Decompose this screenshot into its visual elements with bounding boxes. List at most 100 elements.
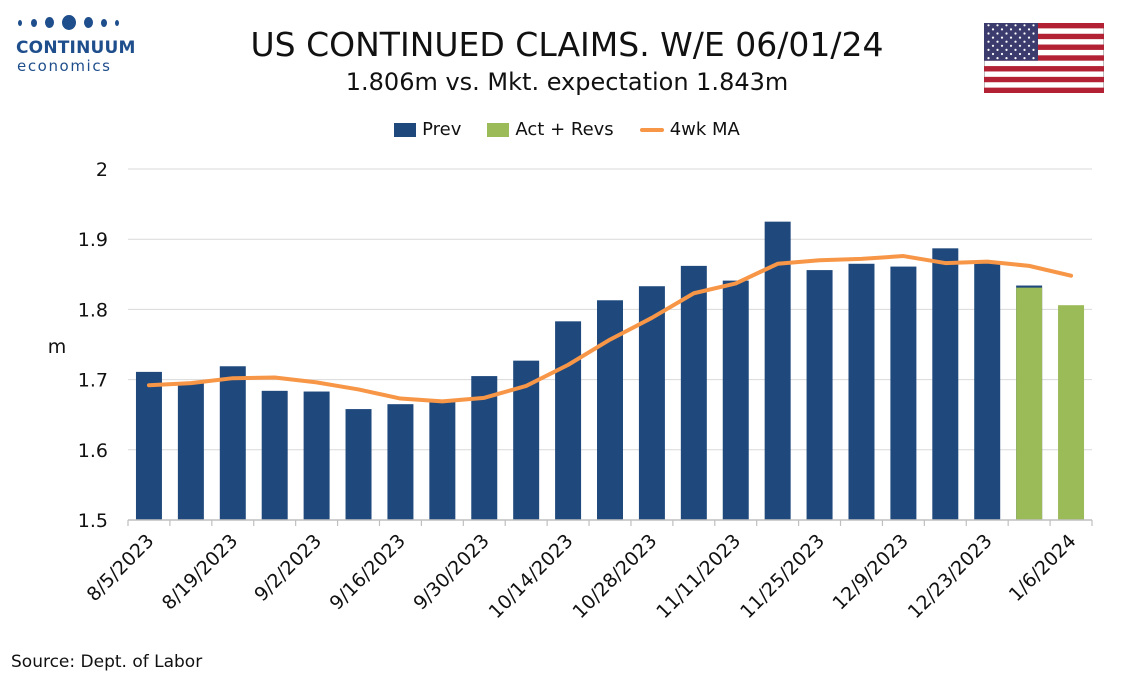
flag-star bbox=[1005, 57, 1008, 60]
legend-swatch-act bbox=[487, 122, 510, 137]
bar-prev bbox=[177, 382, 204, 520]
bar-prev bbox=[345, 409, 372, 520]
bar-prev bbox=[135, 371, 162, 520]
flag-star bbox=[1014, 57, 1017, 60]
legend-swatch-ma bbox=[639, 127, 664, 132]
flag-star bbox=[1032, 24, 1035, 27]
x-tick-label: 11/25/2023 bbox=[736, 530, 829, 623]
flag-star bbox=[1000, 36, 1004, 39]
bar-prev bbox=[261, 390, 288, 520]
x-tick-label: 11/11/2023 bbox=[652, 530, 745, 623]
logo-dot bbox=[45, 17, 54, 28]
flag-star bbox=[991, 44, 995, 47]
flag-star bbox=[1027, 52, 1031, 56]
flag-star bbox=[1027, 28, 1031, 31]
flag-star bbox=[1014, 32, 1017, 35]
flag-star bbox=[1000, 28, 1004, 31]
flag-star bbox=[987, 32, 990, 35]
bar-prev bbox=[680, 265, 707, 520]
flag-star bbox=[1005, 48, 1008, 51]
flag-star bbox=[1009, 44, 1013, 47]
flag-star bbox=[1005, 24, 1008, 27]
flag-stripe bbox=[984, 76, 1104, 83]
bar-prev bbox=[555, 321, 582, 520]
flag-star bbox=[1018, 52, 1022, 56]
flag-star bbox=[1018, 28, 1022, 31]
bar-layer bbox=[135, 221, 1085, 520]
flag-stripe bbox=[984, 23, 1104, 29]
bar-prev bbox=[806, 270, 833, 520]
logo-dot bbox=[115, 20, 119, 26]
flag-star bbox=[1032, 57, 1035, 60]
flag-star bbox=[1023, 48, 1026, 51]
legend-item-ma: 4wk MA bbox=[639, 119, 740, 140]
flag-star bbox=[996, 48, 999, 51]
bar-prev bbox=[429, 402, 456, 520]
bar-prev bbox=[764, 221, 791, 520]
chart-subtitle: 1.806m vs. Mkt. expectation 1.843m bbox=[345, 68, 789, 96]
legend-swatch-prev bbox=[394, 122, 417, 137]
x-tick-label: 12/23/2023 bbox=[904, 530, 997, 623]
x-tick-label: 9/30/2023 bbox=[409, 530, 493, 614]
logo-dot bbox=[84, 17, 93, 28]
x-tick-label: 8/5/2023 bbox=[83, 530, 159, 606]
flag-stripe bbox=[984, 66, 1104, 72]
flag-star bbox=[987, 48, 990, 51]
line-layer bbox=[146, 254, 1074, 404]
bar-prev bbox=[219, 366, 246, 520]
flag-star bbox=[1027, 44, 1031, 47]
flag-star bbox=[1000, 44, 1004, 47]
y-axis-label: m bbox=[48, 336, 67, 358]
x-tick-label: 8/19/2023 bbox=[158, 530, 242, 614]
chart-title: US CONTINUED CLAIMS. W/E 06/01/24 bbox=[250, 25, 884, 64]
logo-dot bbox=[62, 15, 76, 30]
y-tick-label: 2 bbox=[96, 159, 108, 181]
flag-star bbox=[991, 52, 995, 56]
flag-star bbox=[987, 57, 990, 60]
bar-prev bbox=[848, 263, 875, 520]
flag-stripe bbox=[984, 44, 1104, 50]
bar-act-revs bbox=[1016, 287, 1043, 520]
flag-star bbox=[1005, 40, 1008, 43]
bar-prev bbox=[387, 404, 414, 520]
flag-stripe bbox=[984, 55, 1104, 61]
legend-label-ma: 4wk MA bbox=[669, 119, 740, 140]
y-tick-label: 1.7 bbox=[78, 370, 108, 392]
x-tick-label: 9/2/2023 bbox=[250, 530, 326, 606]
logo-dot bbox=[31, 19, 37, 27]
flag-star bbox=[996, 40, 999, 43]
flag-star bbox=[1005, 32, 1008, 35]
flag-star bbox=[1009, 28, 1013, 31]
y-tick-label: 1.6 bbox=[78, 440, 108, 462]
logo-wordmark: CONTINUUM bbox=[16, 38, 136, 58]
flag-star bbox=[1032, 40, 1035, 43]
x-tick-label: 1/6/2024 bbox=[1005, 530, 1081, 606]
flag-star bbox=[1023, 40, 1026, 43]
logo-dot bbox=[101, 19, 107, 27]
bar-prev bbox=[303, 391, 330, 520]
flag-star bbox=[987, 40, 990, 43]
y-tick-label: 1.8 bbox=[78, 299, 108, 321]
legend-item-prev: Prev bbox=[394, 119, 461, 140]
flag-star bbox=[1027, 36, 1031, 39]
legend-label-prev: Prev bbox=[422, 119, 462, 140]
flag-star bbox=[991, 28, 995, 31]
flag-star bbox=[996, 57, 999, 60]
flag-star bbox=[1023, 57, 1026, 60]
flag-stripe bbox=[984, 33, 1104, 40]
flag-star bbox=[991, 36, 995, 39]
logo-dot bbox=[18, 20, 22, 26]
source-note: Source: Dept. of Labor bbox=[11, 652, 203, 672]
flag-star bbox=[1032, 48, 1035, 51]
flag-star bbox=[1009, 36, 1013, 39]
legend-item-act: Act + Revs bbox=[487, 119, 614, 140]
flag-star bbox=[1018, 36, 1022, 39]
flag-star bbox=[996, 24, 999, 27]
flag-star bbox=[1000, 52, 1004, 56]
bar-prev bbox=[974, 261, 1001, 520]
flag-star bbox=[1009, 52, 1013, 56]
flag-star bbox=[1014, 24, 1017, 27]
bar-prev bbox=[722, 280, 749, 520]
x-tick-label: 12/9/2023 bbox=[828, 530, 912, 614]
ma-line bbox=[146, 254, 1074, 404]
